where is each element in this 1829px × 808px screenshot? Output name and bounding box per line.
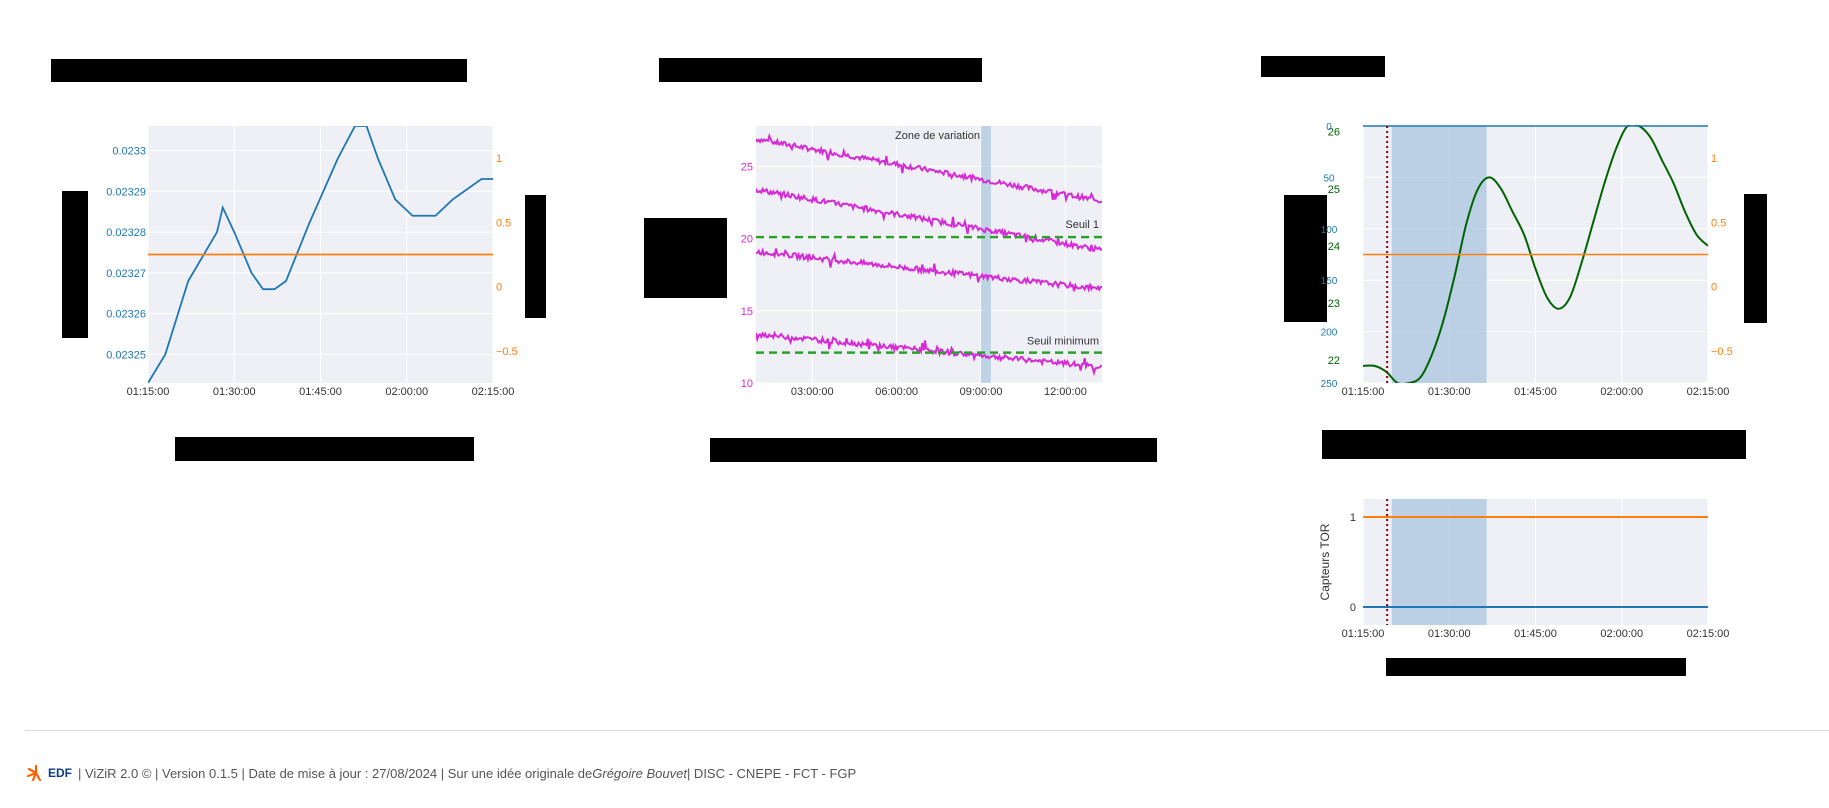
- chart3-x-tick: 02:15:00: [1687, 386, 1730, 398]
- footer-author: Grégoire Bouvet: [592, 765, 687, 781]
- chart2-series-group: [756, 132, 1102, 377]
- chart4-x-tick: 02:15:00: [1687, 628, 1730, 640]
- chart3-y-right-tick: 0.5: [1711, 217, 1726, 229]
- chart2-series-0: [756, 132, 1102, 204]
- chart3-y-inner-tick: 250: [1321, 379, 1338, 390]
- chart4-x-tick: 01:45:00: [1514, 628, 1557, 640]
- chart1-y-tick: 0.02329: [106, 186, 146, 198]
- chart2-x-tick: 12:00:00: [1044, 386, 1087, 398]
- chart1-y-tick: 0.02326: [106, 309, 146, 321]
- chart1-y2-tick: 1: [496, 153, 502, 165]
- chart2-annotation-seuil1: Seuil 1: [1065, 219, 1099, 231]
- chart3-series-0: [1363, 125, 1708, 383]
- chart3-y-outer-tick: 26: [1328, 127, 1340, 139]
- chart3-x-tick: 01:45:00: [1514, 386, 1557, 398]
- redacted-y2label-chart3: [1744, 194, 1767, 323]
- chart3-y-right-tick: −0.5: [1711, 346, 1733, 358]
- chart3-y-outer-tick: 22: [1328, 355, 1340, 367]
- footer-text-post: | DISC - CNEPE - FCT - FGP: [686, 765, 857, 781]
- footer: EDF | ViZiR 2.0 © | Version 0.1.5 | Date…: [25, 764, 856, 782]
- chart1-y2-tick: 0.5: [496, 217, 511, 229]
- chart1-x-tick: 02:00:00: [385, 386, 428, 398]
- chart1-y2-tick: 0: [496, 282, 502, 294]
- redacted-legend-chart1: [175, 437, 474, 461]
- chart3-x-tick: 02:00:00: [1600, 386, 1643, 398]
- chart1-series-0: [148, 126, 493, 383]
- chart3-y-inner-tick: 0: [1326, 122, 1332, 133]
- chart2-annotation-seuil-min: Seuil minimum: [1027, 336, 1099, 348]
- edf-logo: EDF: [25, 764, 72, 782]
- chart1-y-tick: 0.02325: [106, 349, 146, 361]
- edf-logo-text: EDF: [48, 766, 72, 780]
- chart2-y-tick: 10: [741, 378, 753, 390]
- redacted-legend-chart3: [1322, 430, 1746, 459]
- chart4-y-tick: 0: [1350, 602, 1356, 614]
- chart3-y-outer-tick: 23: [1328, 298, 1340, 310]
- chart1-y-tick: 0.0233: [112, 145, 146, 157]
- chart1-series-group: [148, 126, 493, 383]
- chart2-series-2: [756, 247, 1102, 294]
- chart4-highlight-band: [1391, 499, 1487, 625]
- footer-divider: [25, 730, 1829, 731]
- footer-text-pre: | ViZiR 2.0 © | Version 0.1.5 | Date de …: [78, 765, 593, 781]
- chart3-y-inner-tick: 150: [1321, 276, 1338, 287]
- chart4-x-tick: 02:00:00: [1600, 628, 1643, 640]
- chart3-y-right-tick: 0: [1711, 282, 1717, 294]
- chart2-x-tick: 06:00:00: [875, 386, 918, 398]
- chart1-x-tick: 02:15:00: [472, 386, 515, 398]
- chart1-x-tick: 01:45:00: [299, 386, 342, 398]
- chart3-series-group: [1363, 125, 1708, 383]
- redacted-title-chart2: [659, 58, 982, 82]
- chart2-variation-band: [981, 126, 991, 383]
- chart3-x-tick: 01:15:00: [1342, 386, 1385, 398]
- chart3-y-inner-tick: 200: [1321, 328, 1338, 339]
- redacted-title-chart1: [51, 59, 467, 82]
- chart1-y-tick: 0.02327: [106, 268, 146, 280]
- chart1-y-tick: 0.02328: [106, 227, 146, 239]
- chart2-annotation-zone: Zone de variation: [895, 130, 980, 142]
- chart2-series-1: [756, 186, 1102, 253]
- chart4-x-tick: 01:15:00: [1342, 628, 1385, 640]
- chart4-y-label: Capteurs TOR: [1318, 523, 1332, 600]
- chart3-y-right-tick: 1: [1711, 153, 1717, 165]
- edf-flower-icon: [26, 764, 42, 782]
- chart3-y-inner-tick: 100: [1321, 225, 1338, 236]
- chart1-y2-tick: −0.5: [496, 346, 518, 358]
- chart2-x-tick: 09:00:00: [960, 386, 1003, 398]
- chart3-y-inner-tick: 50: [1323, 173, 1335, 184]
- redacted-ylabel-chart3: [1284, 195, 1327, 322]
- redacted-title-chart3: [1261, 56, 1385, 77]
- chart2-series-3: [756, 330, 1102, 377]
- redacted-legend-chart4: [1386, 658, 1686, 676]
- chart1-x-tick: 01:15:00: [127, 386, 170, 398]
- chart4-x-tick: 01:30:00: [1428, 628, 1471, 640]
- chart2-y-tick: 25: [741, 161, 753, 173]
- redacted-legend-chart2: [710, 438, 1157, 462]
- chart3-y-outer-tick: 24: [1328, 241, 1340, 253]
- chart3-x-tick: 01:30:00: [1428, 386, 1471, 398]
- chart2-y-tick: 20: [741, 234, 753, 246]
- redacted-ylabel-chart1: [62, 191, 88, 338]
- chart3-y-outer-tick: 25: [1328, 184, 1340, 196]
- redacted-ylabel-chart2: [644, 218, 727, 298]
- chart4-y-tick: 1: [1350, 512, 1356, 524]
- chart2-y-tick: 15: [741, 306, 753, 318]
- redacted-y2label-chart1: [525, 195, 546, 318]
- chart2-x-tick: 03:00:00: [791, 386, 834, 398]
- chart1-x-tick: 01:30:00: [213, 386, 256, 398]
